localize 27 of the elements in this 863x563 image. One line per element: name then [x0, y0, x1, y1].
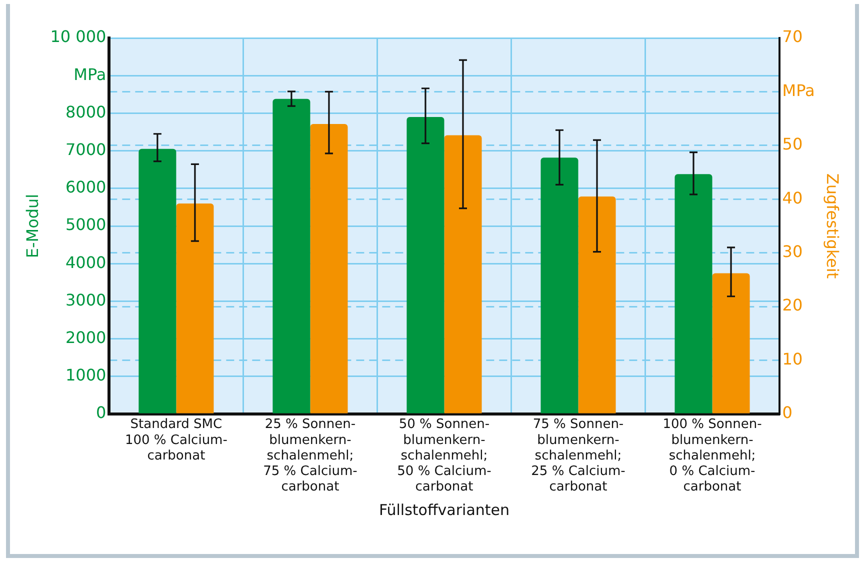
y-tick-label: MPa	[74, 64, 106, 84]
y2-tick-label: 50	[782, 134, 803, 154]
y2-tick-label: 40	[782, 188, 803, 208]
y-tick-label: 4000	[65, 252, 106, 272]
y-tick-label: 10 000	[50, 27, 106, 46]
y2-tick-label: 20	[782, 296, 803, 315]
y2-axis-title: Zugfestigkeit	[823, 173, 842, 279]
x-tick-label: 25 % Sonnen- blumenkern- schalenmehl; 75 % Calcium- carbonat	[263, 417, 358, 495]
y2-tick-label: 0	[782, 403, 792, 422]
y2-tick-label: 30	[782, 242, 803, 262]
y-tick-label: 8000	[65, 102, 106, 122]
y-tick-label: 5000	[65, 215, 106, 234]
x-tick-label: Standard SMC 100 % Calcium- carbonat	[124, 417, 228, 464]
y-tick-label: 3000	[65, 290, 106, 310]
x-axis-title: Füllstoffvarianten	[378, 500, 510, 519]
y-tick-label: 6000	[65, 178, 106, 197]
y-tick-label: 1000	[65, 366, 106, 385]
x-tick-label: 50 % Sonnen- blumenkern- schalenmehl; 50 % Calcium- carbonat	[397, 417, 492, 495]
y-tick-label: 0	[96, 403, 106, 422]
y2-tick-label: MPa	[782, 80, 815, 100]
y-axis-title: E-Modul	[22, 194, 42, 258]
y2-tick-label: 70	[782, 27, 803, 46]
x-tick-label: 75 % Sonnen- blumenkern- schalenmehl; 25 % Calcium- carbonat	[531, 417, 626, 495]
y-tick-label: 2000	[65, 328, 106, 347]
y2-tick-label: 10	[782, 349, 803, 368]
y-tick-label: 7000	[65, 140, 106, 159]
x-tick-label: 100 % Sonnen- blumenkern- schalenmehl; 0 % Calcium- carbonat	[662, 417, 762, 495]
